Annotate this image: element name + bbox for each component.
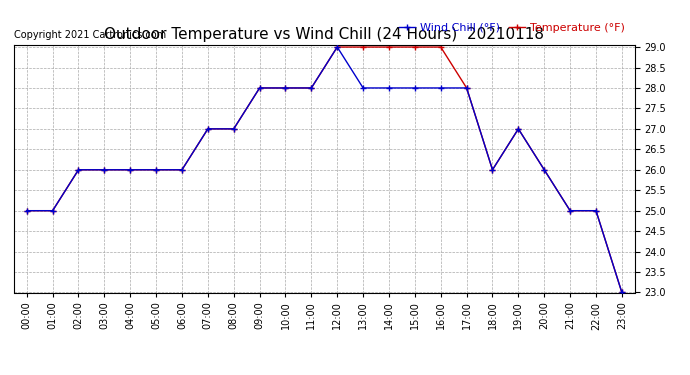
Title: Outdoor Temperature vs Wind Chill (24 Hours)  20210118: Outdoor Temperature vs Wind Chill (24 Ho…	[104, 27, 544, 42]
Text: Copyright 2021 Cartronics.com: Copyright 2021 Cartronics.com	[14, 30, 166, 40]
Legend: Wind Chill (°F), Temperature (°F): Wind Chill (°F), Temperature (°F)	[395, 18, 629, 37]
